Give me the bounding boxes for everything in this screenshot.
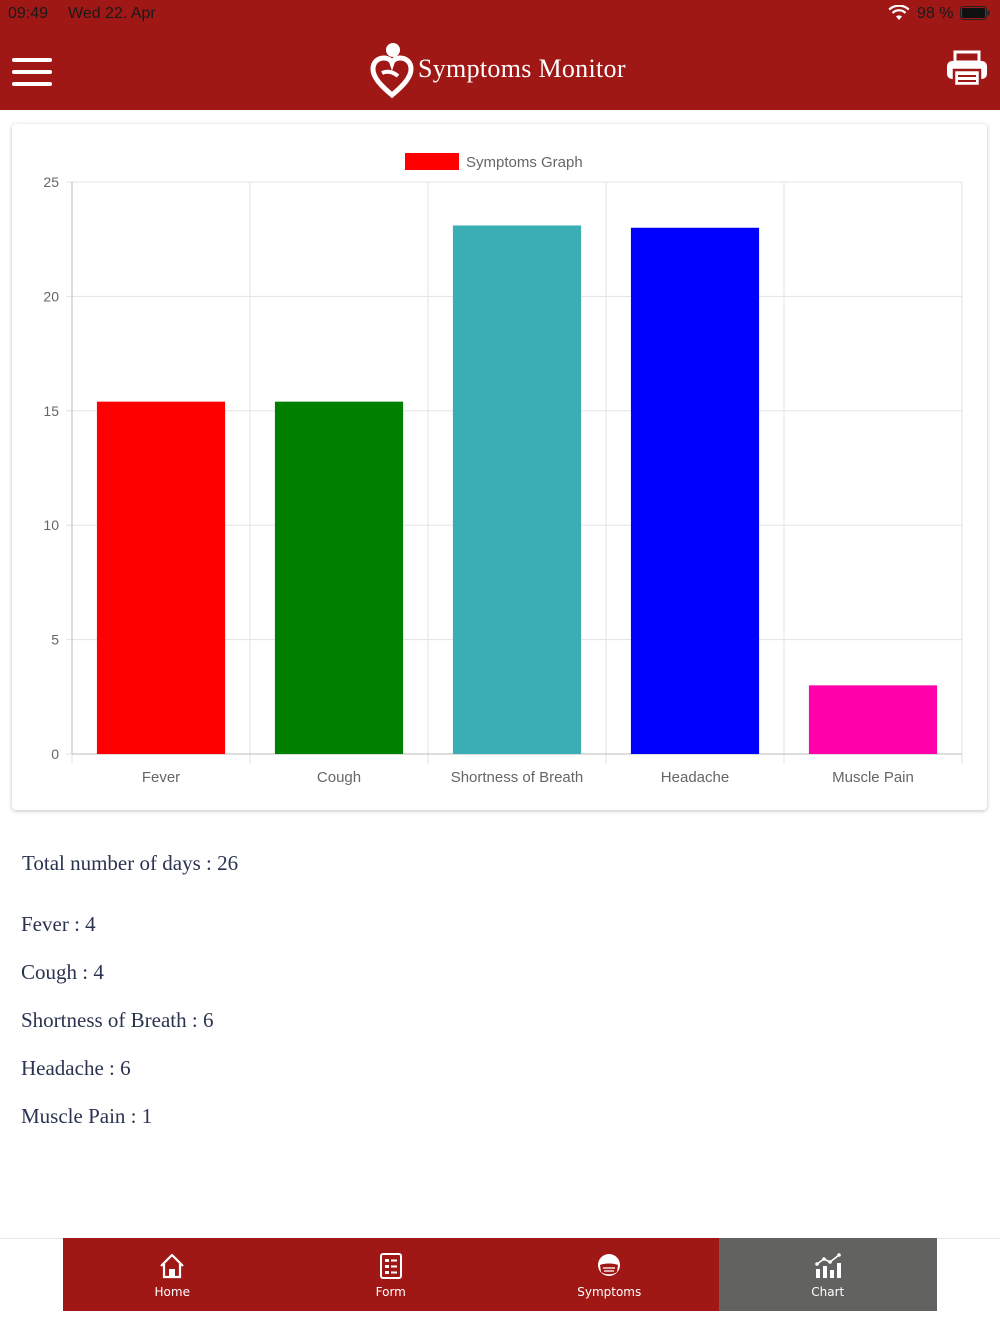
bar-headache: [630, 227, 760, 754]
bar-shortness-of-breath: [452, 225, 582, 755]
form-icon: [379, 1253, 402, 1279]
tab-home-label: Home: [154, 1285, 190, 1299]
hamburger-menu-icon[interactable]: [12, 58, 54, 88]
tab-chart[interactable]: Chart: [718, 1238, 937, 1311]
summary-item-label: Muscle Pain :: [21, 1104, 137, 1128]
chart-icon: [814, 1253, 841, 1278]
legend-swatch: [405, 153, 459, 170]
tab-form-label: Form: [375, 1285, 406, 1299]
summary-item-label: Fever :: [21, 912, 80, 936]
summary-item-label: Headache :: [21, 1056, 115, 1080]
bar-cough: [274, 401, 404, 754]
x-tick-label: Cough: [317, 769, 361, 786]
y-tick-label: 0: [51, 746, 59, 762]
bottom-tab-bar: Home Form Symptoms: [63, 1238, 937, 1311]
summary-item-value: 4: [93, 960, 104, 984]
summary-item-value: 6: [202, 1008, 214, 1032]
summary-item-fever: Fever : 4: [21, 912, 96, 937]
x-tick-label: Muscle Pain: [832, 769, 914, 786]
app-title: Symptoms Monitor: [418, 54, 626, 83]
tab-form[interactable]: Form: [281, 1238, 500, 1311]
bar-fever: [96, 401, 226, 754]
summary-item-muscle-pain: Muscle Pain : 1: [21, 1104, 152, 1129]
summary-item-headache: Headache : 6: [21, 1056, 131, 1081]
summary-item-cough: Cough : 4: [21, 960, 104, 985]
y-tick-label: 10: [43, 517, 59, 533]
total-days-label: Total number of days :: [22, 851, 212, 875]
summary-item-shortness-of-breath: Shortness of Breath : 6: [21, 1008, 213, 1033]
battery-icon: [960, 6, 990, 20]
x-tick-label: Fever: [142, 769, 180, 786]
summary-item-value: 4: [85, 912, 96, 936]
y-tick-label: 15: [43, 403, 59, 419]
tab-symptoms[interactable]: Symptoms: [500, 1238, 719, 1311]
y-tick-label: 20: [43, 288, 59, 304]
legend-label: Symptoms Graph: [466, 154, 583, 171]
wifi-icon: [888, 5, 910, 20]
tab-symptoms-label: Symptoms: [577, 1285, 642, 1299]
tab-chart-label: Chart: [811, 1285, 845, 1299]
x-tick-label: Shortness of Breath: [451, 769, 584, 786]
tab-home[interactable]: Home: [63, 1238, 282, 1311]
status-time: 09:49: [8, 5, 49, 22]
status-bar: 09:49 Wed 22. Apr 98 %: [0, 0, 1000, 28]
home-icon: [160, 1253, 185, 1279]
bar-muscle-pain: [808, 685, 938, 754]
x-tick-label: Headache: [661, 769, 729, 786]
total-days-text: Total number of days : 26: [22, 851, 238, 876]
printer-icon[interactable]: [945, 50, 989, 88]
summary-item-label: Cough :: [21, 960, 89, 984]
app-header: Symptoms Monitor: [0, 28, 1000, 110]
y-tick-label: 25: [43, 174, 59, 190]
y-tick-label: 5: [51, 632, 59, 648]
summary-item-label: Shortness of Breath :: [21, 1008, 198, 1032]
symptoms-bar-chart: 0 5 10 15 20 25 Fever Cough Shortness of Breath H…: [43, 153, 963, 786]
symptoms-chart-card: 0 5 10 15 20 25 Fever Cough Shortness of Breath H…: [12, 124, 987, 810]
status-date: Wed 22. Apr: [68, 5, 156, 22]
mask-icon: [598, 1254, 621, 1276]
battery-percentage: 98 %: [917, 5, 954, 22]
summary-item-value: 6: [120, 1056, 131, 1080]
total-days-value: 26: [217, 851, 239, 875]
summary-item-value: 1: [141, 1104, 153, 1128]
heart-person-logo: [370, 43, 414, 99]
